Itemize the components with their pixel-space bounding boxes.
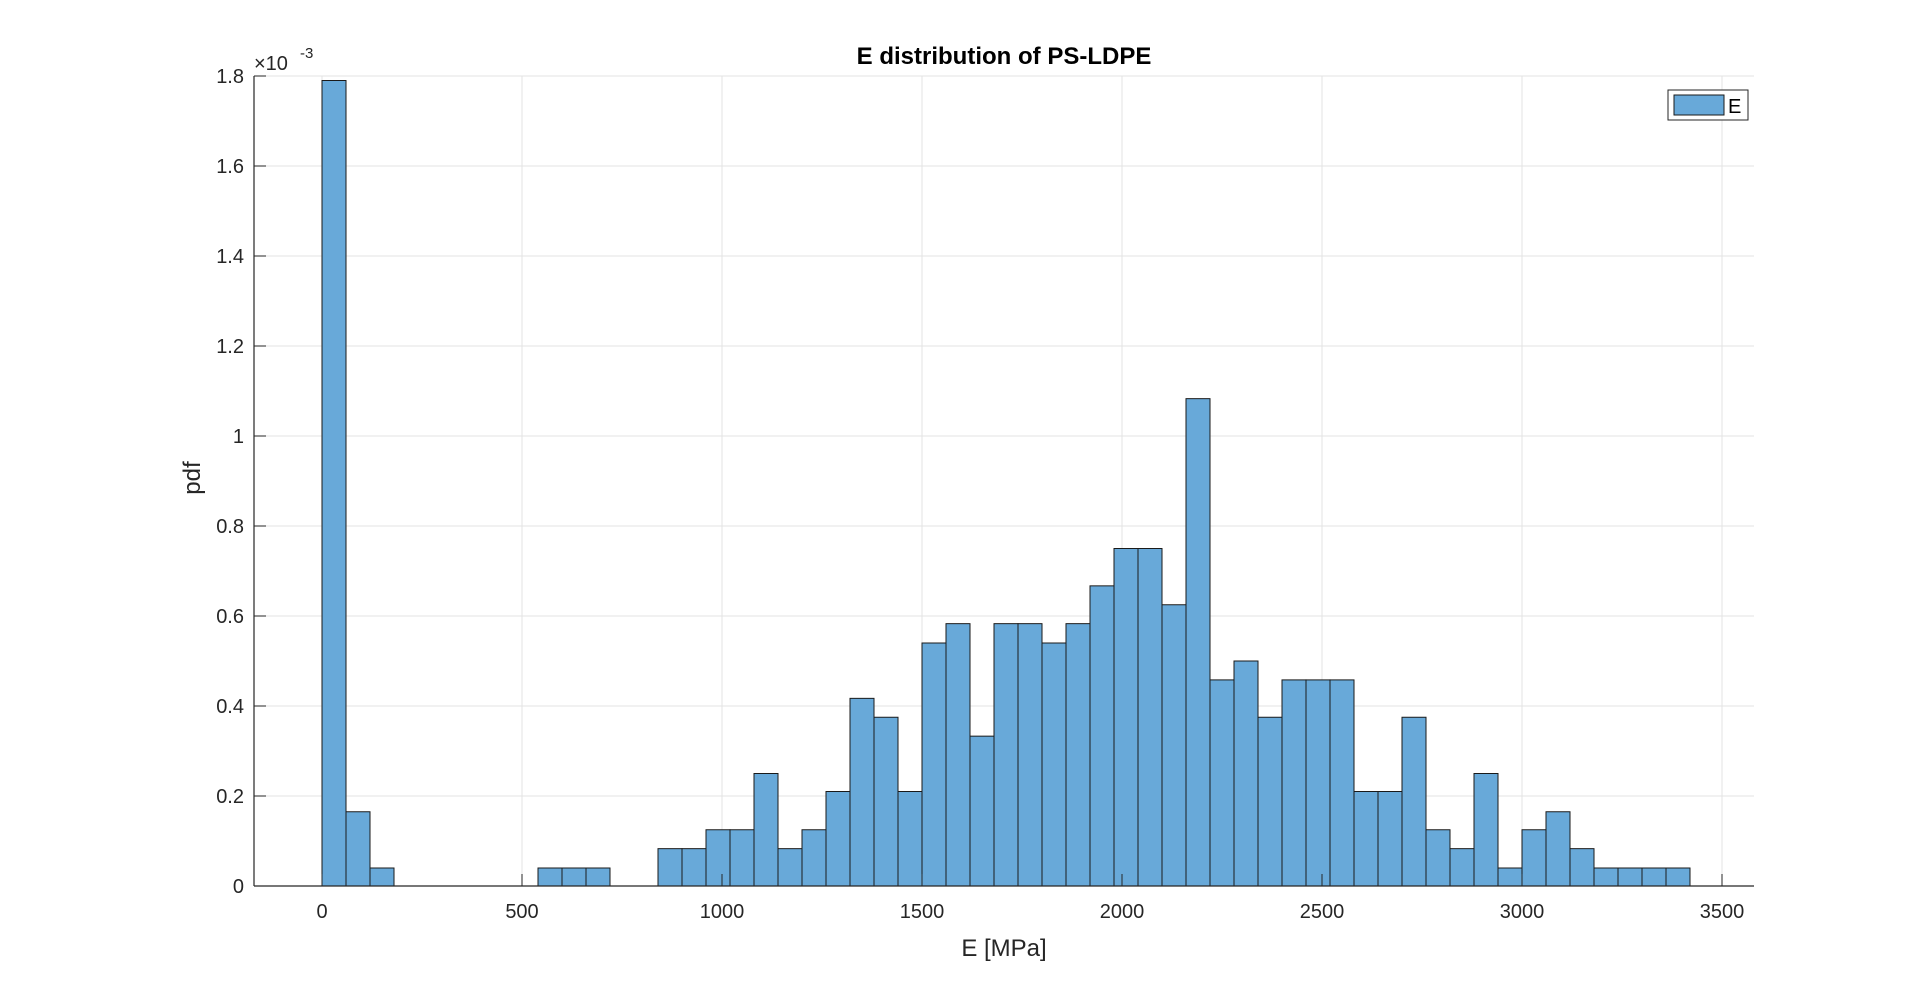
histogram-bar <box>1113 548 1139 887</box>
histogram-bar <box>1617 867 1643 887</box>
histogram-bar <box>1233 660 1259 887</box>
y-axis-label: pdf <box>179 461 206 495</box>
y-axis-multiplier: ×10 -3 <box>254 45 313 75</box>
histogram-bar <box>1665 867 1691 887</box>
histogram-bar <box>873 716 899 887</box>
histogram-bar <box>1065 623 1091 887</box>
y-tick-label: 0.4 <box>216 696 244 718</box>
histogram-bar <box>753 773 779 887</box>
histogram-bar <box>801 829 827 887</box>
histogram-bar <box>1089 585 1115 887</box>
histogram-bar <box>1257 716 1283 887</box>
x-tick-label: 500 <box>505 901 538 923</box>
y-tick-label: 0.6 <box>216 606 244 628</box>
legend-entry-e: E <box>1728 96 1741 118</box>
y-tick-label: 1.6 <box>216 156 244 178</box>
histogram-bar <box>897 791 923 887</box>
y-tick-label: 0 <box>233 876 244 898</box>
histogram-bar <box>1473 773 1499 887</box>
histogram-bar <box>537 867 563 887</box>
histogram-bar <box>561 867 587 887</box>
histogram-bar <box>1017 623 1043 887</box>
histogram-bars <box>321 80 1691 887</box>
histogram-bar <box>1593 867 1619 887</box>
x-tick-label: 1000 <box>700 901 745 923</box>
histogram-bar <box>1161 604 1187 887</box>
histogram-bar <box>1497 867 1523 887</box>
histogram-bar <box>1425 829 1451 887</box>
histogram-bar <box>1329 679 1355 887</box>
histogram-bar <box>1449 848 1475 887</box>
y-tick-label: 1 <box>233 426 244 448</box>
histogram-bar <box>1137 548 1163 887</box>
x-axis-label: E [MPa] <box>961 935 1046 962</box>
histogram-bar <box>681 848 707 887</box>
histogram-bar <box>1209 679 1235 887</box>
y-tick-labels: 0 0.2 0.4 0.6 0.8 1 1.2 1.4 1.6 1.8 <box>216 66 244 898</box>
histogram-bar <box>1377 791 1403 887</box>
histogram-bar <box>1569 848 1595 887</box>
histogram-bar <box>1281 679 1307 887</box>
plot-area: 0 500 1000 1500 2000 2500 3000 3500 00.20.40.60… <box>216 66 1754 923</box>
y-tick-label: 0.2 <box>216 786 244 808</box>
y-tick-label: 1.8 <box>216 66 244 88</box>
y-multiplier-exponent: -3 <box>300 45 313 62</box>
histogram-bar <box>1305 679 1331 887</box>
x-tick-label: 2500 <box>1300 901 1345 923</box>
histogram-bar <box>993 623 1019 887</box>
histogram-bar <box>729 829 755 887</box>
histogram-bar <box>345 811 371 887</box>
histogram-bar <box>945 623 971 887</box>
histogram-bar <box>705 829 731 887</box>
x-tick-label: 1500 <box>900 901 945 923</box>
x-tick-label: 3000 <box>1500 901 1545 923</box>
chart-title: E distribution of PS-LDPE <box>857 43 1152 70</box>
x-tick-label: 3500 <box>1700 901 1745 923</box>
histogram-bar <box>777 848 803 887</box>
histogram-bar <box>657 848 683 887</box>
histogram-bar <box>1521 829 1547 887</box>
histogram-bar <box>849 697 875 887</box>
histogram-bar <box>585 867 611 887</box>
histogram-bar <box>1401 716 1427 887</box>
histogram-bar <box>1545 811 1571 887</box>
legend: E <box>1667 89 1749 121</box>
histogram-bar <box>321 80 347 887</box>
histogram-bar <box>1041 642 1067 887</box>
histogram-bar <box>1641 867 1667 887</box>
histogram-bar <box>369 867 395 887</box>
y-tick-label: 1.2 <box>216 336 244 358</box>
y-tick-label: 0.8 <box>216 516 244 538</box>
histogram-bar <box>969 735 995 887</box>
y-multiplier-base: ×10 <box>254 53 288 75</box>
axes <box>253 75 1754 887</box>
x-tick-label: 2000 <box>1100 901 1145 923</box>
legend-swatch <box>1673 94 1725 116</box>
histogram-bar <box>1185 398 1211 887</box>
histogram-bar <box>921 642 947 887</box>
histogram-bar <box>825 791 851 887</box>
y-tick-label: 1.4 <box>216 246 244 268</box>
x-tick-labels: 0 500 1000 1500 2000 2500 3000 3500 <box>316 901 1744 923</box>
x-tick-label: 0 <box>316 901 327 923</box>
histogram-bar <box>1353 791 1379 887</box>
